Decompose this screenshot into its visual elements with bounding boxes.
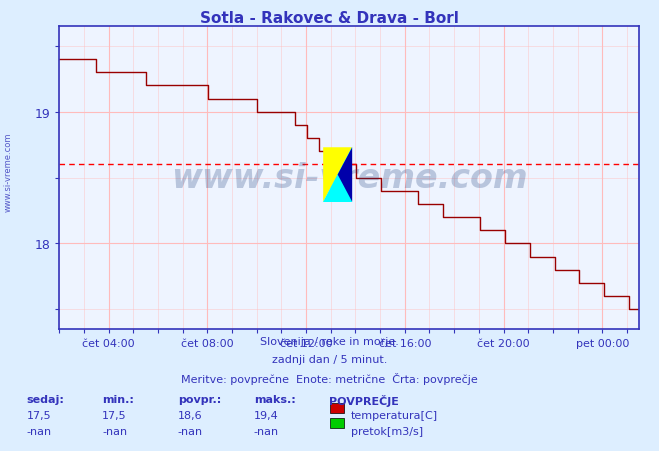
Text: povpr.:: povpr.: — [178, 395, 221, 405]
Text: pretok[m3/s]: pretok[m3/s] — [351, 426, 422, 436]
Text: sedaj:: sedaj: — [26, 395, 64, 405]
Text: min.:: min.: — [102, 395, 134, 405]
Text: Meritve: povprečne  Enote: metrične  Črta: povprečje: Meritve: povprečne Enote: metrične Črta:… — [181, 372, 478, 384]
Polygon shape — [323, 148, 352, 202]
Text: www.si-vreme.com: www.si-vreme.com — [3, 132, 13, 211]
Text: -nan: -nan — [254, 426, 279, 436]
Polygon shape — [323, 148, 352, 202]
Text: 17,5: 17,5 — [102, 410, 127, 420]
Text: 18,6: 18,6 — [178, 410, 202, 420]
Text: -nan: -nan — [102, 426, 127, 436]
Text: 19,4: 19,4 — [254, 410, 279, 420]
Text: Slovenija / reke in morje.: Slovenija / reke in morje. — [260, 336, 399, 346]
Text: maks.:: maks.: — [254, 395, 295, 405]
Text: -nan: -nan — [178, 426, 203, 436]
Text: POVPREČJE: POVPREČJE — [330, 395, 399, 407]
Text: 17,5: 17,5 — [26, 410, 51, 420]
Text: zadnji dan / 5 minut.: zadnji dan / 5 minut. — [272, 354, 387, 364]
Text: temperatura[C]: temperatura[C] — [351, 410, 438, 420]
Text: www.si-vreme.com: www.si-vreme.com — [171, 161, 528, 195]
Text: Sotla - Rakovec & Drava - Borl: Sotla - Rakovec & Drava - Borl — [200, 11, 459, 26]
Text: -nan: -nan — [26, 426, 51, 436]
Polygon shape — [337, 148, 352, 202]
